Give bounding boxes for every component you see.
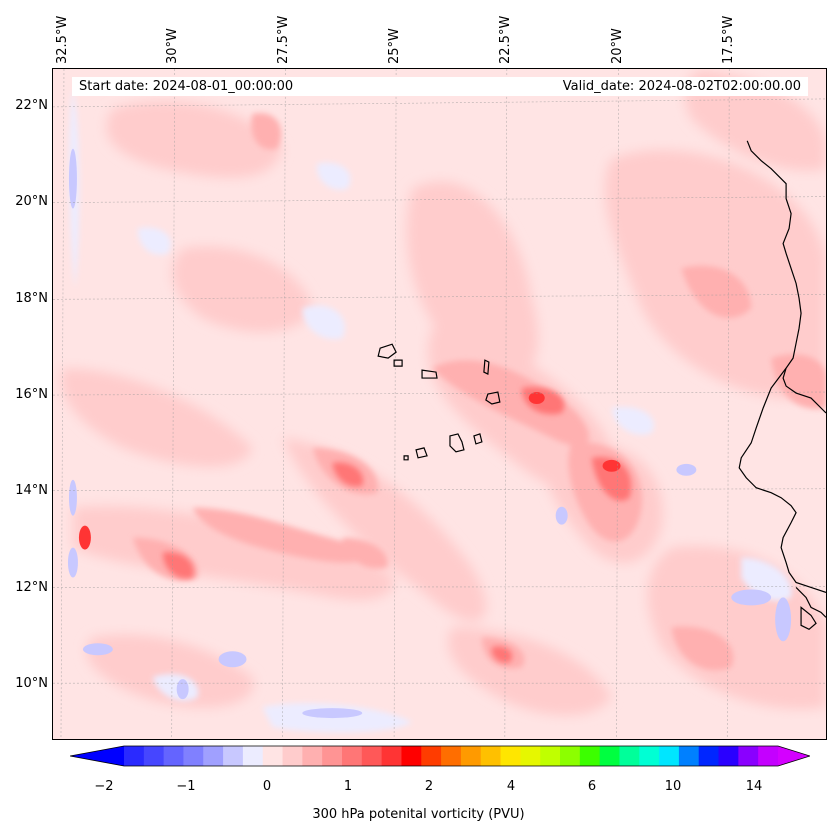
colorbar-swatch (361, 746, 383, 766)
pv-contour-map (53, 69, 826, 739)
colorbar-label: 300 hPa potenital vorticity (PVU) (312, 807, 525, 822)
colorbar-outline (70, 745, 810, 767)
colorbar-tick-label: −1 (176, 779, 196, 794)
lat-label: 12°N (15, 580, 48, 595)
colorbar-swatch (659, 746, 680, 766)
colorbar-tick-label: 10 (664, 779, 682, 794)
colorbar-swatch (619, 746, 640, 766)
info-bar: Start date: 2024-08-01_00:00:00 Valid_da… (72, 77, 808, 96)
lon-label: 27.5°W (276, 15, 291, 64)
colorbar-swatch (540, 746, 561, 766)
colorbar-swatch (718, 746, 739, 766)
lon-label: 32.5°W (55, 15, 70, 64)
colorbar-swatch (401, 746, 422, 766)
start-date-label: Start date: 2024-08-01_00:00:00 (79, 79, 294, 94)
lat-label: 14°N (15, 483, 48, 498)
colorbar-tick-label: 4 (506, 779, 516, 794)
colorbar-swatch (460, 746, 482, 766)
pv-field-negative-strong (67, 148, 792, 719)
colorbar-swatch (163, 746, 184, 766)
colorbar-swatch (322, 746, 343, 766)
colorbar-swatch (500, 746, 521, 766)
colorbar (70, 744, 810, 776)
colorbar-tick-label: 1 (343, 779, 353, 794)
colorbar-swatch (560, 746, 581, 766)
colorbar-swatch (441, 746, 462, 766)
colorbar-swatch (758, 746, 779, 766)
colorbar-tick-label: 0 (262, 779, 272, 794)
colorbar-swatch (143, 746, 165, 766)
lon-label: 20°W (610, 28, 625, 64)
colorbar-swatch (302, 746, 323, 766)
lon-label: 17.5°W (721, 15, 736, 64)
gridlines (53, 69, 826, 739)
colorbar-extend-min (70, 746, 124, 766)
pv-field-max (78, 392, 621, 550)
colorbar-tick-label: 6 (587, 779, 597, 794)
colorbar-swatch (579, 746, 601, 766)
colorbar-swatch (421, 746, 442, 766)
map-panel[interactable]: Start date: 2024-08-01_00:00:00 Valid_da… (52, 68, 827, 740)
lat-label: 18°N (15, 291, 48, 306)
lat-label: 20°N (15, 194, 48, 209)
lat-label: 22°N (15, 98, 48, 113)
colorbar-swatch (242, 746, 264, 766)
colorbar-swatch (223, 746, 244, 766)
colorbar-tick-label: −2 (94, 779, 114, 794)
colorbar-swatch (183, 746, 204, 766)
lon-label: 25°W (387, 28, 402, 64)
lon-label: 30°W (165, 28, 180, 64)
colorbar-extend-max (778, 746, 810, 766)
coastline (738, 140, 826, 631)
colorbar-swatch (381, 746, 402, 766)
colorbar-swatch (520, 746, 541, 766)
colorbar-swatch (262, 746, 284, 766)
cape-verde-islands (377, 343, 501, 461)
colorbar-swatch (599, 746, 620, 766)
colorbar-swatch (738, 746, 759, 766)
colorbar-swatch (342, 746, 363, 766)
valid-date-label: Valid_date: 2024-08-02T02:00:00.00 (562, 79, 801, 94)
colorbar-swatch (203, 746, 224, 766)
colorbar-tick-label: 14 (745, 779, 763, 794)
colorbar-swatch (124, 746, 145, 766)
lat-label: 16°N (15, 387, 48, 402)
lat-label: 10°N (15, 676, 48, 691)
colorbar-swatches (70, 745, 810, 767)
colorbar-swatch (639, 746, 660, 766)
colorbar-swatch (480, 746, 502, 766)
pv-field-strong (162, 387, 632, 663)
colorbar-tick-label: 2 (424, 779, 434, 794)
colorbar-swatch (698, 746, 720, 766)
colorbar-swatch (678, 746, 700, 766)
lon-label: 22.5°W (498, 15, 513, 64)
colorbar-swatch (282, 746, 303, 766)
